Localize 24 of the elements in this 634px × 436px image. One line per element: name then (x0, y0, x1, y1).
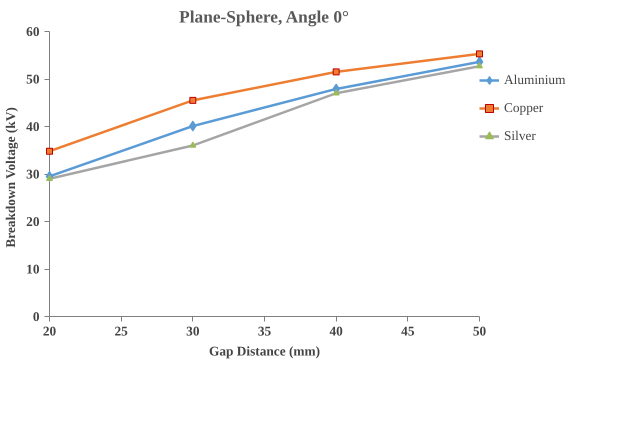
y-tick-label: 60 (26, 24, 40, 39)
legend-label: Aluminium (504, 72, 566, 88)
y-tick-label: 40 (26, 119, 40, 134)
y-tick-label: 20 (26, 214, 40, 229)
x-tick-label: 25 (114, 324, 128, 338)
point (189, 96, 196, 104)
y-tick-label: 30 (26, 166, 40, 182)
legend-label: Copper (504, 100, 544, 116)
chart-title: Plane-Sphere, Angle 0° (179, 8, 349, 26)
y-axis-title: Breakdown Voltage (kV) (3, 107, 18, 248)
legend-label: Silver (504, 128, 536, 144)
point (46, 148, 53, 155)
x-tick-label: 50 (472, 324, 486, 338)
point (332, 68, 340, 76)
x-tick-label: 35 (258, 324, 272, 338)
x-tick-label: 40 (330, 324, 344, 338)
x-tick-label: 20 (42, 324, 56, 338)
x-axis-title: Gap Distance (mm) (208, 344, 320, 358)
y-tick-label: 0 (32, 309, 40, 324)
x-tick-label: 45 (401, 324, 415, 338)
point (476, 50, 483, 58)
x-tick-label: 30 (186, 324, 200, 338)
y-tick-label: 10 (26, 262, 40, 276)
y-tick-label: 50 (26, 72, 40, 86)
